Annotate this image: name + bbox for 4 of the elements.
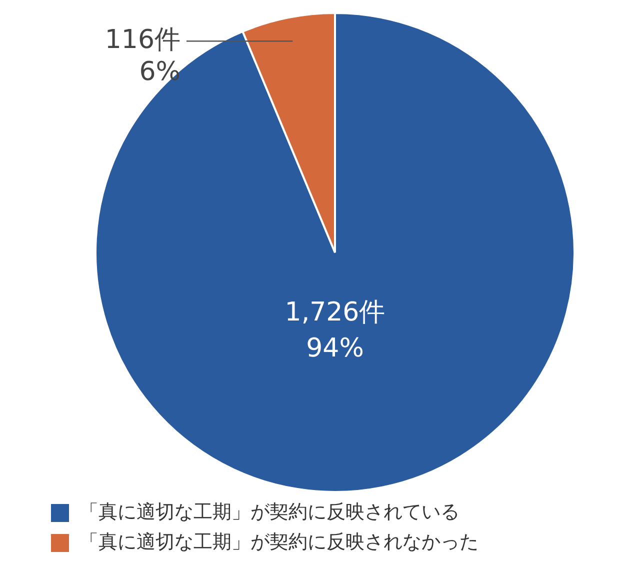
legend-label: 「真に適切な工期」が契約に反映されている	[80, 500, 460, 523]
data-label: 1,726件 94%	[284, 297, 386, 364]
data-label: 116件 6%	[104, 24, 181, 87]
legend-label: 「真に適切な工期」が契約に反映されなかった	[80, 530, 478, 553]
